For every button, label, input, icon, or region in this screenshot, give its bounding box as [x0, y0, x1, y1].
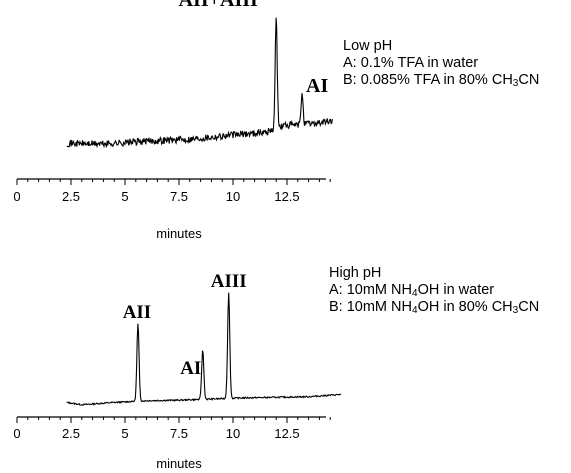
- x-tick-label: 12.5: [274, 189, 299, 204]
- low-ph-solvent-b: B: 0.085% TFA in 80% CH3CN: [343, 72, 540, 89]
- x-tick-label: 10: [226, 426, 240, 441]
- low-ph-heading: Low pH: [343, 38, 393, 54]
- x-tick-label: 12.5: [274, 426, 299, 441]
- peak-label: AII: [123, 302, 152, 323]
- peak-label: AII+AIII: [179, 0, 258, 11]
- x-tick-label: 2.5: [62, 426, 80, 441]
- x-tick-label: 10: [226, 189, 240, 204]
- peak-label: AIII: [211, 271, 247, 292]
- x-tick-label: 0: [13, 189, 20, 204]
- x-tick-label: 5: [121, 426, 128, 441]
- x-axis-label: minutes: [156, 456, 202, 471]
- peak-label: AI: [180, 358, 201, 379]
- high-ph-conditions: High pH A: 10mM NH4OH in water B: 10mM N…: [329, 265, 539, 316]
- x-tick-label: 7.5: [170, 189, 188, 204]
- high-ph-solvent-b: B: 10mM NH4OH in 80% CH3CN: [329, 299, 540, 316]
- low-ph-solvent-a: A: 0.1% TFA in water: [343, 55, 479, 71]
- x-tick-label: 5: [121, 189, 128, 204]
- x-tick-label: 0: [13, 426, 20, 441]
- low-ph-chromatogram: 0 2.5 5 7.5 10 12.5 minutes AII+AIII AI: [13, 0, 333, 241]
- x-tick-label: 2.5: [62, 189, 80, 204]
- peak-label: AI: [306, 75, 328, 97]
- x-axis-label: minutes: [156, 226, 202, 241]
- x-tick-label: 7.5: [170, 426, 188, 441]
- chromatogram-trace: [66, 292, 342, 406]
- high-ph-chromatogram: 0 2.5 5 7.5 10 12.5 minutes AII AI AIII: [13, 271, 342, 471]
- low-ph-conditions: Low pH A: 0.1% TFA in water B: 0.085% TF…: [343, 38, 539, 89]
- high-ph-heading: High pH: [329, 265, 382, 281]
- chromatogram-trace: [66, 17, 333, 149]
- high-ph-solvent-a: A: 10mM NH4OH in water: [329, 282, 495, 299]
